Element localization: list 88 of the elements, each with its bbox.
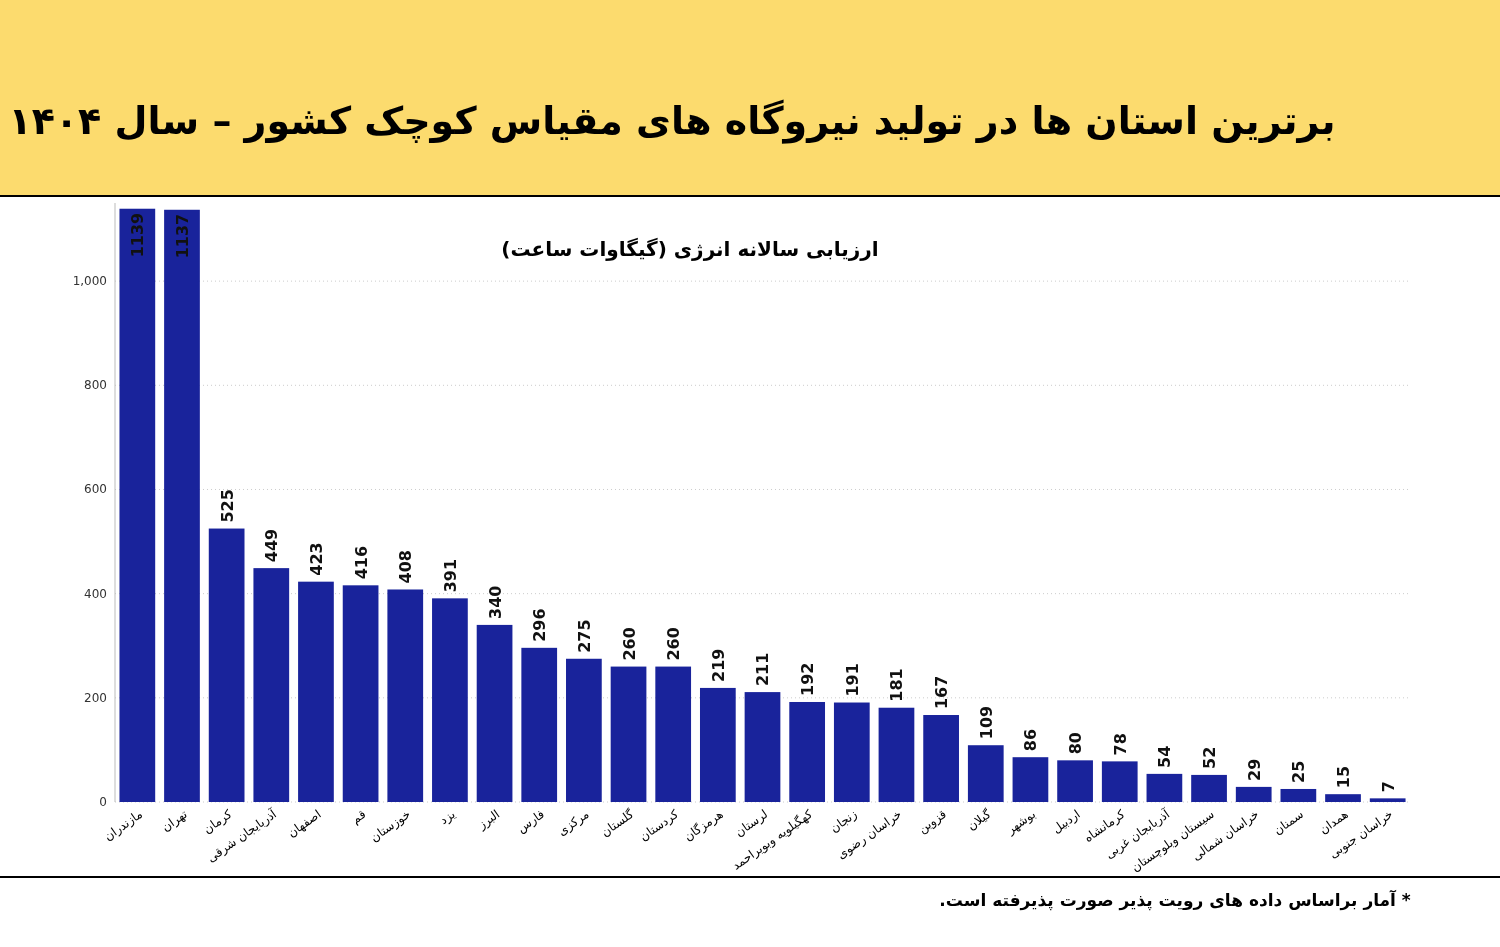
bar [967,745,1004,802]
bar [789,701,826,802]
data-label: 525 [217,489,237,523]
data-label: 275 [574,619,594,653]
bar [521,647,558,802]
bar [1280,788,1317,802]
data-label: 167 [932,675,952,710]
data-label: 15 [1334,765,1354,789]
bar [610,666,647,802]
bar [253,568,290,802]
bar [1191,774,1227,802]
bar [298,581,334,802]
x-tick-label: لرستان [732,806,771,841]
data-label: 29 [1244,758,1264,781]
bar [1369,798,1406,802]
x-tick-label: مرکزی [555,806,593,840]
x-tick-label: مازندران [101,806,146,845]
y-tick-label: 0 [99,795,107,809]
data-label: 408 [396,550,416,584]
data-label: 1139 [128,212,148,258]
data-label: 219 [708,648,728,682]
data-label: 109 [976,705,996,740]
x-tick-label: اصفهان [284,806,324,841]
x-tick-label: سمنان [1270,806,1307,838]
y-tick-label: 1,000 [72,274,107,289]
bar [1146,773,1183,802]
data-label: 80 [1066,732,1086,755]
data-label: 260 [664,627,684,661]
y-tick-label: 400 [84,586,107,601]
data-label: 7 [1378,781,1398,793]
bar [432,598,468,802]
bar [208,528,245,802]
data-label: 181 [887,668,907,702]
text: * آمار براساس داده های رویت پذیر صورت پذیرفته است. [939,889,1411,911]
bar [387,589,424,802]
data-label: 192 [798,662,818,696]
bar [833,702,870,802]
data-label: 340 [485,585,505,619]
bar [744,692,781,802]
bar [1235,786,1272,802]
data-label: 78 [1110,733,1130,756]
bar [923,715,959,802]
y-tick-label: 200 [84,690,107,705]
bar [1325,794,1361,802]
bar [699,687,736,802]
x-tick-label: زنجان [827,806,861,837]
data-label: 211 [753,652,773,687]
data-label: 25 [1289,760,1309,783]
data-label: 54 [1155,745,1175,768]
data-label: 86 [1021,728,1041,752]
data-label: 423 [306,542,326,576]
data-label: 52 [1200,746,1220,769]
bar [119,208,156,802]
bar [1012,757,1049,802]
bar [878,707,915,802]
y-tick-label: 800 [84,378,107,393]
x-tick-label: تهران [159,806,191,836]
bar [342,585,379,802]
bar [476,624,513,802]
x-tick-label: کردستان [636,806,682,845]
x-tick-label: کرمان [200,806,236,838]
chart-title: برترین استان ها در تولید نیروگاه های مقیاس کوچک کشور – سال ۱۴۰۴ [8,99,1336,144]
y-tick-label: 600 [84,482,107,497]
data-label: 416 [351,545,371,580]
bar [655,666,692,802]
x-tick-label: همدان [1316,806,1351,837]
bar [566,658,602,802]
x-tick-label: خوزستان [367,806,414,846]
bar [164,209,200,802]
data-label: 449 [262,528,282,563]
data-label: 191 [842,663,862,697]
data-label: 296 [530,608,550,642]
x-tick-label: قزوین [915,806,950,837]
x-tick-label: یزد [437,806,459,829]
x-tick-label: گلستان [598,806,637,840]
x-tick-label: اردبیل [1049,806,1084,837]
x-tick-label: قم [349,806,369,827]
x-tick-label: گیلان [964,806,994,833]
data-label: 391 [440,558,460,593]
x-tick-label: فارس [514,806,548,837]
data-label: 260 [619,627,639,661]
data-label: 1137 [172,213,192,259]
x-tick-label: بوشهر [1003,806,1039,839]
x-tick-label: البرز [474,806,503,834]
text: ارزیابی سالانه انرژی (گیگاوات ساعت) [501,237,879,261]
x-tick-label: هرمزگان [681,806,727,845]
bar [1057,760,1093,802]
bar [1101,761,1138,802]
